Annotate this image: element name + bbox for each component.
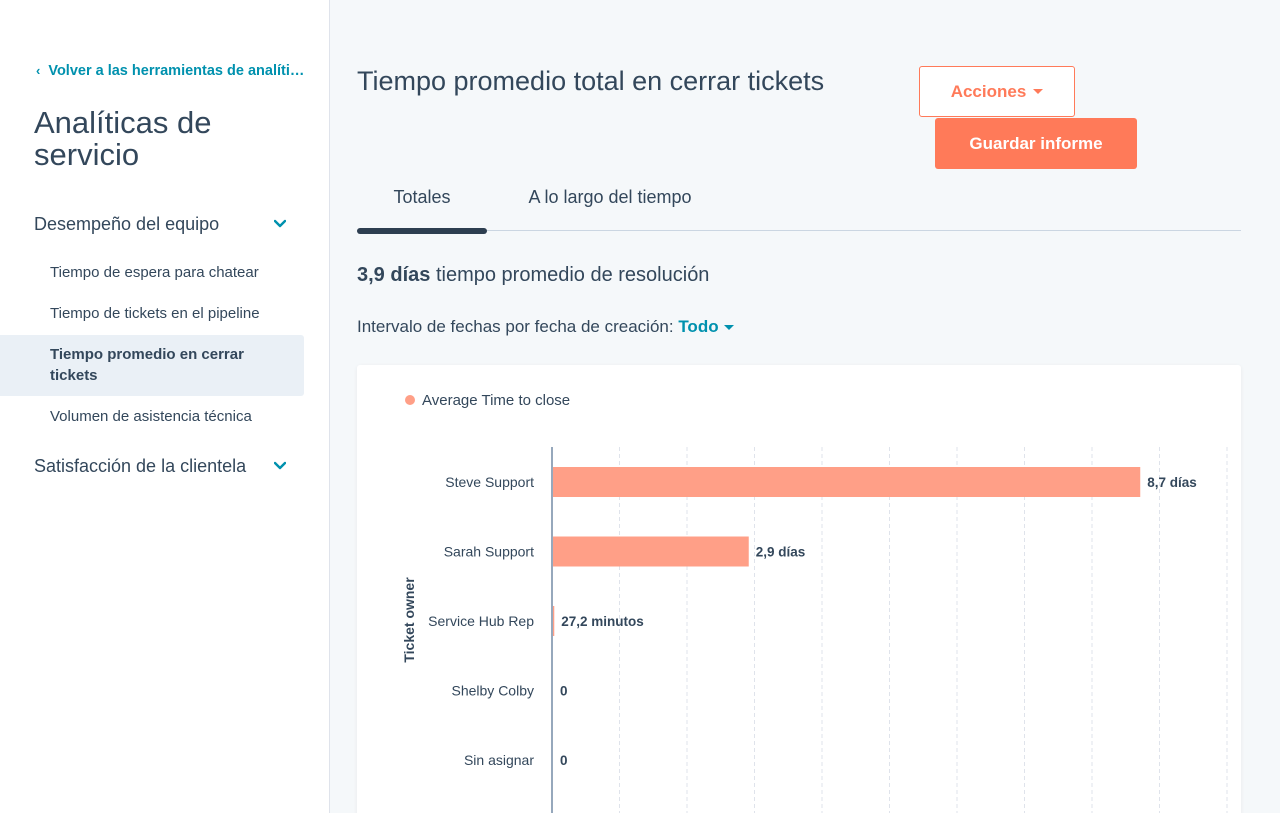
date-range-filter: Intervalo de fechas por fecha de creació… — [357, 317, 734, 337]
data-label: 2,9 días — [756, 545, 806, 560]
sidebar-item-label: Tiempo de espera para chatear — [50, 264, 259, 281]
sidebar-item-avg-close-time[interactable]: Tiempo promedio en cerrar tickets — [0, 335, 304, 396]
category-label: Service Hub Rep — [428, 613, 534, 629]
summary-value: 3,9 días — [357, 264, 431, 286]
legend-label: Average Time to close — [422, 392, 571, 409]
resolution-summary: 3,9 días tiempo promedio de resolución — [357, 264, 709, 287]
tab-label: Totales — [393, 187, 451, 207]
back-link-label: Volver a las herramientas de analíticas — [48, 63, 306, 79]
bar — [553, 606, 555, 636]
data-label: 0 — [560, 684, 568, 699]
bar — [553, 536, 749, 567]
date-filter-value: Todo — [678, 317, 719, 336]
data-label: 8,7 días — [1147, 475, 1197, 490]
date-filter-label: Intervalo de fechas por fecha de creació… — [357, 317, 679, 336]
sidebar-item-label: Tiempo de tickets en el pipeline — [50, 305, 260, 322]
sidebar-item-support-volume[interactable]: Volumen de asistencia técnica — [0, 408, 304, 425]
category-label: Steve Support — [445, 474, 534, 490]
chevron-left-icon: ‹ — [36, 63, 41, 78]
data-label: 0 — [560, 753, 568, 768]
active-tab-indicator — [357, 228, 487, 234]
caret-down-icon — [723, 325, 734, 331]
caret-down-icon — [1033, 89, 1044, 94]
y-axis-title: Ticket owner — [401, 577, 417, 663]
category-label: Shelby Colby — [452, 683, 535, 699]
save-report-button[interactable]: Guardar informe — [935, 118, 1137, 169]
actions-label: Acciones — [950, 81, 1027, 101]
chevron-down-icon — [274, 219, 286, 228]
category-label: Sin asignar — [464, 752, 534, 768]
chart-legend[interactable]: Average Time to close — [405, 392, 570, 409]
actions-button[interactable]: Acciones — [919, 66, 1075, 117]
sidebar: ‹ Volver a las herramientas de analíticas… — [0, 0, 330, 813]
category-label: Sarah Support — [444, 544, 534, 560]
section-team-performance[interactable]: Desempeño del equipo — [34, 214, 304, 238]
section-customer-satisfaction[interactable]: Satisfacción de la clientela — [34, 456, 304, 480]
sidebar-title: Analíticas de servicio — [34, 105, 212, 172]
page-title: Tiempo promedio total en cerrar tickets — [357, 66, 825, 96]
summary-text: tiempo promedio de resolución — [430, 264, 710, 286]
sidebar-item-label: Volumen de asistencia técnica — [50, 408, 252, 425]
save-label: Guardar informe — [969, 133, 1103, 153]
sidebar-item-pipeline-time[interactable]: Tiempo de tickets en el pipeline — [0, 305, 304, 322]
date-filter-dropdown[interactable]: Todo — [678, 317, 734, 336]
data-label: 27,2 minutos — [561, 614, 644, 629]
tab-label: A lo largo del tiempo — [528, 187, 692, 207]
chevron-down-icon — [274, 461, 286, 470]
chart-card: Average Time to close Ticket owner Steve … — [357, 365, 1241, 813]
back-to-analytics-link[interactable]: ‹ Volver a las herramientas de analíticas — [36, 63, 306, 79]
section-label: Satisfacción de la clientela — [34, 456, 247, 476]
tab-over-time[interactable]: A lo largo del tiempo — [505, 187, 715, 208]
sidebar-item-label: Tiempo promedio en cerrar tickets — [50, 346, 244, 384]
tab-totals[interactable]: Totales — [357, 187, 487, 208]
bar-chart: Ticket owner Steve Support 8,7 días Sarah S… — [401, 447, 1228, 813]
section-label: Desempeño del equipo — [34, 214, 220, 234]
legend-swatch — [405, 395, 415, 406]
bar — [553, 467, 1141, 497]
tabs-divider — [357, 230, 1241, 231]
sidebar-item-chat-wait-time[interactable]: Tiempo de espera para chatear — [0, 264, 304, 281]
